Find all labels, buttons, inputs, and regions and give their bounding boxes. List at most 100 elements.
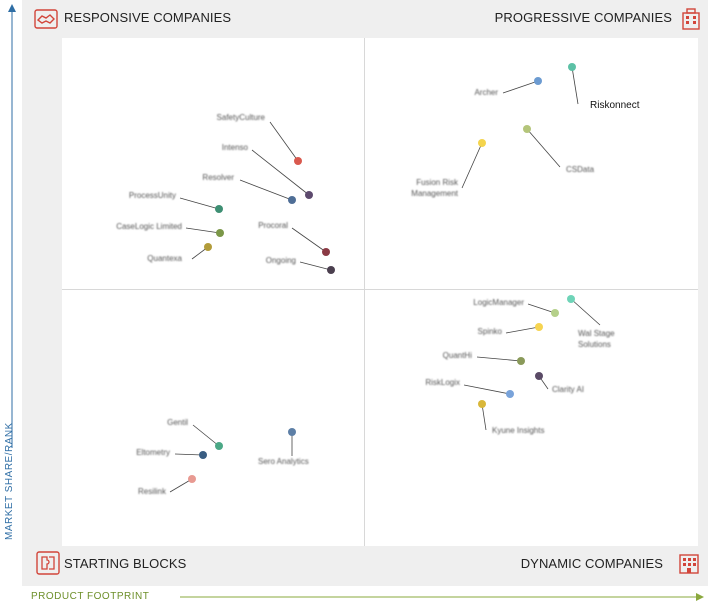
vendor-ongoing: Ongoing [266,256,335,274]
vendor-bubble [215,205,223,213]
vendor-leader-line [174,453,204,456]
quadrant-label-responsive: RESPONSIVE COMPANIES [64,10,232,25]
vendor-quantexa: Quantexa [147,243,212,263]
office-icon [679,554,699,574]
vendor-label: Quantexa [147,254,182,263]
vendor-kyune-insights: Kyune Insights [478,400,544,435]
quadrant-label-starting-blocks: STARTING BLOCKS [64,556,187,571]
vendor-bubble [322,248,330,256]
vendor-bubble [305,191,313,199]
vendor-bubble [535,323,543,331]
matrix-plot-area [62,38,698,546]
vendor-fusion-risk-management: Fusion Risk Management [411,139,486,198]
puzzle-icon [36,551,60,575]
vendor-label: Sero Analytics [258,457,309,466]
vendor-eltometry: Eltometry [136,448,207,459]
vendor-csdata: CSData [523,125,595,174]
vendor-label: Procoral [258,221,288,230]
vendor-leader-line [169,478,193,493]
vendor-bubble [327,266,335,274]
vendor-leader-line [481,403,487,431]
vendor-label: CaseLogic Limited [116,222,182,231]
vendor-label: CSData [566,165,595,174]
vendor-bubble [534,77,542,85]
vendor-label: SafetyCulture [217,113,266,122]
vendor-procoral: Procoral [258,221,330,256]
vendor-bubble [535,372,543,380]
vendor-label: Intenso [222,143,249,152]
vendor-bubble [216,229,224,237]
vendor-gentil: Gentil [167,418,223,450]
vendor-leader-line [571,66,579,105]
vendor-processunity: ProcessUnity [129,191,223,213]
vendor-leader-line [291,227,327,253]
vendor-bubble [288,428,296,436]
vendor-bubble [568,63,576,71]
vendor-label: Eltometry [136,448,170,457]
vendor-quanthi: QuantHi [443,351,525,365]
vendor-bubble [188,475,196,483]
vendor-bubble [506,390,514,398]
vendor-label: LogicManager [473,298,524,307]
vendor-safetyculture: SafetyCulture [217,113,302,165]
vendor-leader-line [463,384,511,395]
building-icon [682,8,700,30]
vendor-bubble [288,196,296,204]
vendor-leader-line [505,326,540,334]
vendor-bubble [215,442,223,450]
vendor-bubble [199,451,207,459]
vendor-label: Riskonnect [590,100,640,111]
vendor-leader-line [192,424,220,447]
quadrant-label-dynamic: DYNAMIC COMPANIES [520,556,663,571]
vendor-label: Kyune Insights [492,426,544,435]
x-axis-label: PRODUCT FOOTPRINT [31,591,150,602]
vendor-spinko: Spinko [478,323,543,336]
vendor-riskonnect: Riskonnect [568,63,640,111]
vendor-bubble [551,309,559,317]
vendor-label: ProcessUnity [129,191,176,200]
vendor-resilink: Resilink [138,475,196,496]
vendor-caselogic-limited: CaseLogic Limited [116,222,224,237]
vendor-label: Resilink [138,487,167,496]
vendor-leader-line [269,121,299,162]
vendor-intenso: Intenso [222,143,313,199]
vendor-bubble [204,243,212,251]
vendor-leader-line [461,142,483,189]
vendor-leader-line [502,80,539,94]
vendor-label: Wal Stage Solutions [578,329,615,349]
vendor-label: Ongoing [266,256,296,265]
vendor-wal-stage-solutions: Wal Stage Solutions [567,295,615,349]
vendor-leader-line [570,298,601,326]
vendor-leader-line [179,197,220,210]
vendor-leader-line [251,149,310,196]
vendor-archer: Archer [474,77,542,97]
vendor-leader-line [526,128,561,168]
vertical-divider [364,38,365,546]
vendor-label: Archer [474,88,498,97]
vendor-bubble [567,295,575,303]
vendor-leader-line [476,356,522,362]
vendor-logicmanager: LogicManager [473,298,559,317]
vendor-bubble [478,139,486,147]
vendor-bubble [478,400,486,408]
vendor-leader-line [185,227,221,234]
vendor-leader-line [239,179,293,201]
vendor-bubble [523,125,531,133]
vendor-leader-line [299,261,332,271]
vendor-bubble [517,357,525,365]
vendor-label: Resolver [202,173,234,182]
vendor-sero-analytics: Sero Analytics [258,428,309,466]
vendor-risklogix: RiskLogix [425,378,514,398]
handshake-icon [34,9,58,29]
vendor-label: QuantHi [443,351,473,360]
vendor-bubble [294,157,302,165]
vendor-leader-line [527,303,556,314]
vendor-resolver: Resolver [202,173,296,204]
horizontal-divider [62,289,698,290]
vendor-label: Spinko [478,327,503,336]
vendor-label: Clarity AI [552,385,584,394]
vendor-label: Fusion Risk Management [411,178,459,198]
vendor-label: Gentil [167,418,188,427]
